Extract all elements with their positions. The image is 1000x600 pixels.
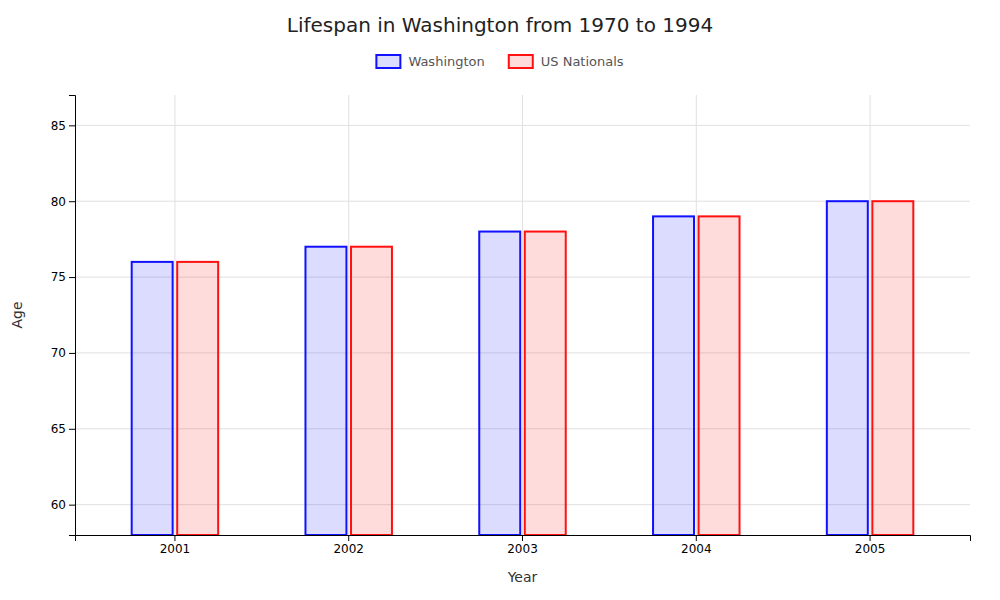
legend-item: US Nationals [509,54,624,69]
y-axis: 60 65 70 75 80 85 [51,96,76,536]
y-tick-label: 85 [51,119,66,133]
bar [872,201,913,535]
x-tick-mark [348,535,349,541]
y-tick-label: 80 [51,195,66,209]
y-tick-mark [69,125,75,126]
bar [525,232,566,535]
bar [699,216,740,535]
legend-swatch [376,55,400,68]
y-tick-mark [69,277,75,278]
y-tick-mark [69,353,75,354]
x-tick-mark [522,535,523,541]
x-tick: 2005 [855,535,886,556]
y-axis-line [69,96,76,536]
bars [132,201,914,535]
y-tick-label: 65 [51,422,66,436]
x-tick: 2002 [333,535,364,556]
bar-series [177,201,913,535]
x-axis-title: Year [507,569,538,585]
x-tick-mark [174,535,175,541]
bar [132,262,173,535]
legend-item: Washington [376,54,484,69]
y-tick-mark [69,505,75,506]
x-tick: 2004 [681,535,712,556]
y-tick: 70 [51,346,75,360]
bar [305,247,346,535]
x-tick: 2001 [160,535,191,556]
x-tick-label: 2003 [507,542,538,556]
x-tick-mark [870,535,871,541]
x-grid-line [174,95,175,535]
legend-label: Washington [408,54,484,69]
x-axis-line [76,536,971,542]
y-tick: 60 [51,498,75,512]
y-tick: 65 [51,422,75,436]
x-grid-line [870,95,871,535]
y-tick: 85 [51,119,75,133]
title: Lifespan in Washington from 1970 to 1994 [287,13,713,37]
x-grid-line [696,95,697,535]
x-tick-label: 2005 [855,542,886,556]
plot-area: 2001 2002 2003 2004 2005 60 65 70 75 80 85 [51,95,971,556]
x-grid-line [522,95,523,535]
bar-series [132,201,868,535]
y-tick-mark [69,201,75,202]
legend-label: US Nationals [541,54,624,69]
x-tick-label: 2002 [333,542,364,556]
x-axis: 2001 2002 2003 2004 2005 [76,535,971,556]
x-tick-mark [696,535,697,541]
y-tick-label: 60 [51,498,66,512]
bar [653,216,694,535]
y-tick: 75 [51,270,75,284]
y-tick: 80 [51,195,75,209]
bar [827,201,868,535]
legend: Washington US Nationals [376,54,623,69]
x-tick: 2003 [507,535,538,556]
x-grid-line [348,95,349,535]
x-tick-label: 2004 [681,542,712,556]
legend-swatch [509,55,533,68]
y-tick-label: 75 [51,270,66,284]
grid [75,95,970,535]
bar [479,232,520,535]
bar [177,262,218,535]
x-tick-label: 2001 [160,542,191,556]
chart-svg: 2001 2002 2003 2004 2005 60 65 70 75 80 85 Lifespan… [0,0,1000,600]
y-tick-label: 70 [51,346,66,360]
y-tick-mark [69,429,75,430]
bar [351,247,392,535]
y-axis-title: Age [9,301,25,328]
